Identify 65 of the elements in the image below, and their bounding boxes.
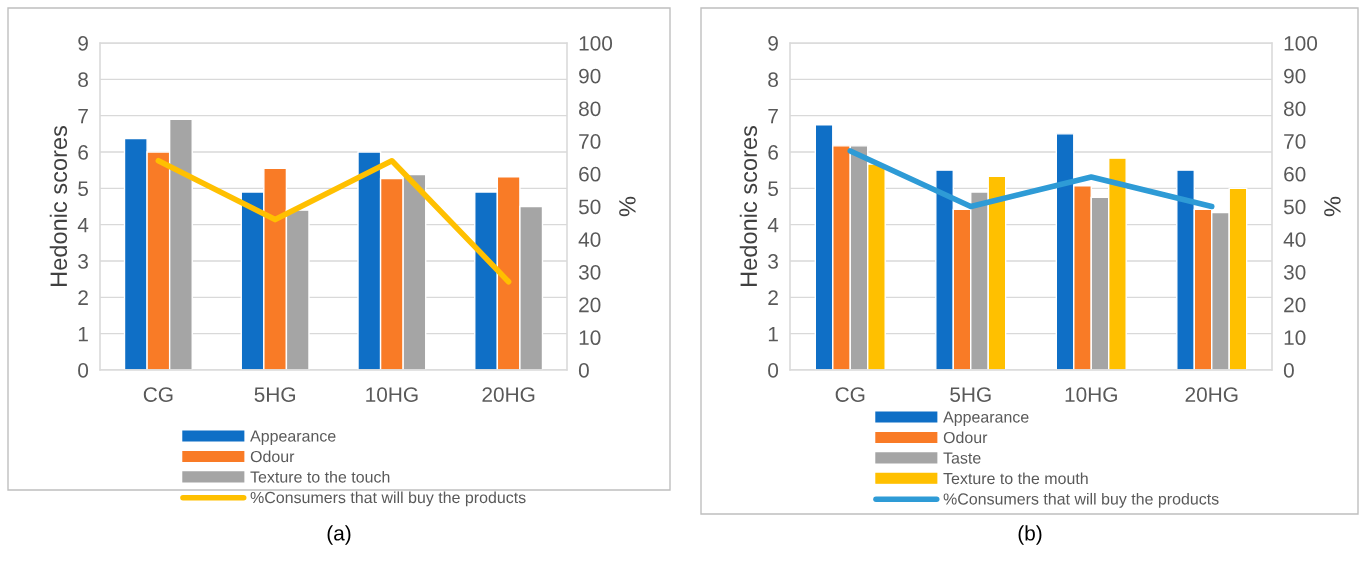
y-tick-label: 3 bbox=[768, 254, 778, 269]
y2-tick-label: 10 bbox=[1284, 330, 1306, 346]
y2-axis-title: % bbox=[619, 196, 636, 217]
y2-tick-label: 30 bbox=[578, 264, 601, 280]
y2-tick-label: 100 bbox=[579, 36, 613, 51]
y-tick-label: 0 bbox=[768, 363, 779, 378]
legend-label: Appearance bbox=[250, 430, 336, 445]
y2-tick-label: 80 bbox=[1284, 101, 1306, 117]
x-tick-label: 20HG bbox=[1185, 387, 1238, 402]
x-tick-label: 5HG bbox=[254, 387, 295, 402]
legend-label: Taste bbox=[943, 452, 981, 464]
y-tick-label: 0 bbox=[78, 363, 89, 378]
y2-tick-label: 90 bbox=[1284, 68, 1306, 84]
y-tick-label: 5 bbox=[78, 181, 89, 197]
x-tick-label: 10HG bbox=[366, 387, 418, 402]
y-tick-label: 2 bbox=[78, 290, 88, 305]
y2-tick-label: 0 bbox=[578, 363, 589, 378]
y-tick-label: 6 bbox=[78, 145, 88, 160]
y-tick-label: 5 bbox=[768, 181, 779, 197]
y2-tick-label: 80 bbox=[579, 101, 601, 117]
y-tick-label: 9 bbox=[768, 36, 778, 51]
y2-tick-label: 20 bbox=[1284, 297, 1306, 313]
y-axis-title: Hedonic scores bbox=[49, 125, 68, 286]
y2-tick-label: 30 bbox=[1283, 264, 1306, 280]
x-tick-label: 20HG bbox=[482, 387, 535, 402]
y2-axis-title: % bbox=[1324, 196, 1341, 217]
y-tick-label: 1 bbox=[768, 326, 778, 342]
y2-tick-label: 60 bbox=[1284, 166, 1306, 182]
y2-tick-label: 100 bbox=[1284, 36, 1318, 51]
y-tick-label: 2 bbox=[768, 290, 778, 305]
legend-label: Texture to the mouth bbox=[943, 472, 1088, 485]
x-tick-label: CG bbox=[835, 387, 865, 402]
y-axis-title: Hedonic scores bbox=[739, 125, 758, 286]
y2-tick-label: 70 bbox=[579, 134, 601, 149]
text: (a) bbox=[327, 525, 351, 545]
y-tick-label: 8 bbox=[768, 72, 778, 88]
y-tick-label: 9 bbox=[78, 36, 88, 51]
legend-label: Appearance bbox=[943, 411, 1029, 426]
y-tick-label: 8 bbox=[78, 72, 88, 88]
legend-label: Odour bbox=[250, 450, 295, 463]
y2-tick-label: 20 bbox=[579, 297, 601, 313]
y-tick-label: 6 bbox=[768, 145, 778, 160]
x-tick-label: CG bbox=[143, 387, 173, 402]
legend-label: Odour bbox=[943, 431, 988, 444]
y-tick-label: 7 bbox=[768, 108, 778, 124]
x-tick-label: 5HG bbox=[950, 387, 991, 402]
y2-tick-label: 10 bbox=[579, 330, 601, 346]
legend-label: Texture to the touch bbox=[250, 470, 390, 483]
y2-tick-label: 40 bbox=[1283, 232, 1306, 247]
y2-tick-label: 70 bbox=[1284, 134, 1306, 149]
y-tick-label: 4 bbox=[77, 217, 89, 233]
legend-label: %Consumers that will buy the products bbox=[250, 491, 526, 507]
y-tick-label: 1 bbox=[78, 326, 88, 342]
y-tick-label: 7 bbox=[78, 108, 88, 124]
y-tick-label: 4 bbox=[767, 217, 779, 233]
text: (b) bbox=[1018, 525, 1042, 545]
y2-tick-label: 40 bbox=[578, 232, 601, 247]
y2-tick-label: 60 bbox=[579, 166, 601, 182]
y2-tick-label: 90 bbox=[579, 68, 601, 84]
y-tick-label: 3 bbox=[78, 254, 88, 269]
y2-tick-label: 50 bbox=[1283, 199, 1306, 215]
x-tick-label: 10HG bbox=[1065, 387, 1117, 402]
legend-label: %Consumers that will buy the products bbox=[943, 492, 1219, 508]
y2-tick-label: 50 bbox=[578, 199, 601, 215]
y2-tick-label: 0 bbox=[1283, 363, 1294, 378]
